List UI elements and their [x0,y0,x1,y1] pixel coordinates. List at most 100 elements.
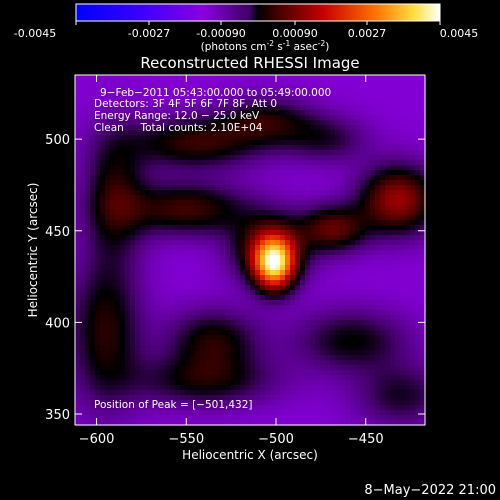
heatmap-cell [130,185,136,191]
heatmap-cell [350,235,356,241]
heatmap-cell [165,195,171,201]
heatmap-cell [270,375,276,381]
heatmap-cell [385,210,391,216]
heatmap-cell [255,85,261,91]
heatmap-cell [240,205,246,211]
heatmap-cell [380,230,386,236]
heatmap-cell [90,385,96,391]
heatmap-cell [250,210,256,216]
heatmap-cell [240,290,246,296]
heatmap-cell [395,140,401,146]
heatmap-cell [300,190,306,196]
heatmap-cell [295,180,301,186]
heatmap-cell [90,125,96,131]
heatmap-cell [375,265,381,271]
heatmap-cell [340,280,346,286]
heatmap-cell [410,305,416,311]
heatmap-cell [385,230,391,236]
heatmap-cell [305,115,311,121]
heatmap-cell [165,320,171,326]
heatmap-cell [335,95,341,101]
heatmap-cell [165,345,171,351]
heatmap-cell [375,380,381,386]
heatmap-cell [410,75,416,81]
heatmap-cell [205,295,211,301]
heatmap-cell [175,420,181,426]
heatmap-cell [335,185,341,191]
heatmap-cell [405,405,411,411]
heatmap-cell [230,75,236,81]
heatmap-cell [190,160,196,166]
heatmap-cell [360,265,366,271]
heatmap-cell [290,195,296,201]
heatmap-cell [365,300,371,306]
heatmap-cell [395,385,401,391]
heatmap-cell [180,135,186,141]
heatmap-cell [95,130,101,136]
heatmap-cell [225,180,231,186]
heatmap-cell [365,180,371,186]
heatmap-cell [235,115,241,121]
heatmap-cell [300,160,306,166]
heatmap-cell [415,370,421,376]
heatmap-cell [375,250,381,256]
heatmap-cell [405,285,411,291]
heatmap-cell [270,180,276,186]
heatmap-cell [215,210,221,216]
heatmap-cell [415,190,421,196]
heatmap-cell [235,270,241,276]
heatmap-cell [395,100,401,106]
heatmap-cell [420,270,426,276]
heatmap-cell [80,415,86,421]
heatmap-cell [325,210,331,216]
heatmap-cell [145,400,151,406]
heatmap-cell [150,275,156,281]
heatmap-cell [180,350,186,356]
heatmap-cell [365,160,371,166]
heatmap-cell [260,95,266,101]
heatmap-cell [315,230,321,236]
heatmap-cell [355,390,361,396]
heatmap-cell [90,295,96,301]
heatmap-cell [360,395,366,401]
heatmap-cell [290,180,296,186]
heatmap-cell [235,135,241,141]
heatmap-cell [400,220,406,226]
heatmap-cell [180,260,186,266]
heatmap-cell [340,215,346,221]
heatmap-cell [95,225,101,231]
heatmap-cell [275,210,281,216]
heatmap-cell [225,225,231,231]
heatmap-cell [310,125,316,131]
heatmap-cell [350,80,356,86]
heatmap-cell [170,100,176,106]
heatmap-cell [300,395,306,401]
heatmap-cell [245,115,251,121]
heatmap-cell [225,235,231,241]
heatmap-cell [125,350,131,356]
heatmap-cell [295,175,301,181]
heatmap-cell [330,375,336,381]
heatmap-cell [175,165,181,171]
heatmap-cell [390,370,396,376]
heatmap-cell [145,395,151,401]
heatmap-cell [175,265,181,271]
heatmap-cell [80,195,86,201]
heatmap-cell [115,165,121,171]
heatmap-cell [380,220,386,226]
heatmap-cell [125,315,131,321]
heatmap-cell [345,235,351,241]
heatmap-cell [320,240,326,246]
heatmap-cell [335,345,341,351]
heatmap-cell [180,160,186,166]
heatmap-cell [140,110,146,116]
heatmap-cell [195,385,201,391]
heatmap-cell [125,340,131,346]
heatmap-cell [410,340,416,346]
heatmap-cell [90,350,96,356]
heatmap-cell [390,365,396,371]
heatmap-cell [270,145,276,151]
heatmap-cell [315,240,321,246]
heatmap-cell [175,225,181,231]
heatmap-cell [385,95,391,101]
